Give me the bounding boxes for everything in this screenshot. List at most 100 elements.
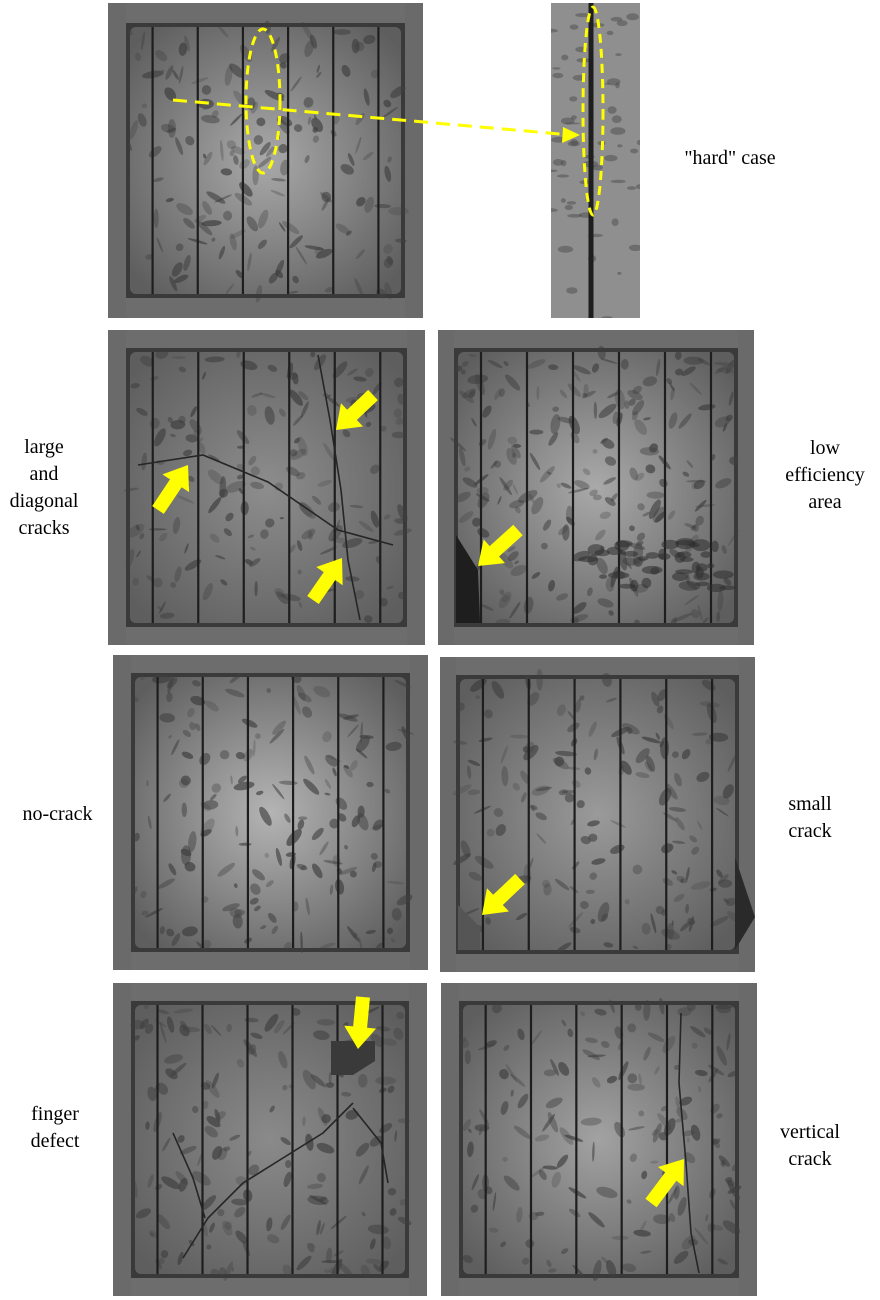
grain-spot [304,755,315,775]
grain-spot [396,1011,405,1020]
grain-spot [202,583,213,601]
grain-spot [716,1045,727,1066]
grain-spot [710,916,729,927]
grain-spot [272,783,285,800]
grain-spot [307,530,313,540]
zoom-surface [551,3,640,318]
grain-spot [384,165,392,182]
grain-spot [604,82,610,85]
grain-spot [610,820,627,828]
grain-spot [510,564,527,577]
grain-spot [675,1096,680,1109]
grain-spot [316,1018,335,1026]
grain-spot [217,862,236,877]
grain-spot [495,824,506,836]
el-image-hard-case-full [108,3,423,318]
grain-spot [588,721,597,737]
grain-spot [143,1002,149,1010]
grain-spot [223,528,232,537]
grain-spot [497,496,502,505]
grain-spot [170,433,176,438]
grain-spot [280,593,301,602]
yellow-arrow [645,1158,684,1208]
grain-spot [637,503,645,511]
grain-spot [652,1123,662,1143]
grain-spot [499,477,512,496]
grain-spot [300,401,309,418]
grain-spot [258,156,272,168]
dashed-ellipse [581,5,605,217]
grain-spot [255,284,263,303]
grain-spot [467,759,481,767]
grain-spot [226,1023,232,1033]
grain-spot [215,1111,226,1120]
grain-spot [556,483,561,488]
grain-spot [610,179,626,184]
grain-spot [397,1216,412,1226]
neighbour-strip [113,655,428,673]
grain-spot [211,237,216,242]
grain-spot [337,813,347,822]
neighbour-strip [440,657,456,972]
grain-spot [163,793,171,802]
grain-spot [141,910,149,916]
grain-spot [175,137,184,156]
grain-spot [252,739,256,757]
grain-spot [289,389,303,406]
grain-spot [235,751,245,760]
low-efficiency-spot [677,551,692,558]
grain-spot [528,493,535,503]
grain-spot [326,1247,333,1263]
grain-spot [507,551,519,562]
grain-spot [148,528,167,531]
grain-spot [546,471,552,475]
grain-spot [450,437,467,452]
grain-spot [589,872,597,880]
grain-spot [722,1220,741,1235]
grain-spot [668,1213,676,1223]
neighbour-strip [438,330,454,645]
grain-spot [258,209,269,229]
grain-spot [718,879,733,888]
cell-image-hard-full [108,3,423,318]
grain-spot [140,31,146,51]
grain-spot [222,903,240,912]
grain-spot [539,466,555,483]
grain-spot [187,475,195,483]
grain-spot [558,526,568,536]
grain-spot [178,366,187,373]
grain-spot [360,1264,370,1278]
grain-spot [536,386,540,400]
grain-spot [165,197,174,203]
grain-spot [159,601,166,614]
neighbour-strip [113,983,427,1001]
crack-line [182,1102,354,1259]
grain-spot [271,37,280,52]
grain-spot [470,1204,479,1213]
grain-spot [460,1039,470,1048]
grain-spot [192,680,201,687]
grain-spot [503,1175,520,1191]
grain-spot [165,1068,178,1080]
grain-spot [696,771,710,782]
grain-spot [350,760,358,771]
grain-spot [178,415,186,424]
grain-spot [686,460,694,468]
grain-spot [714,416,731,428]
grain-spot [383,514,391,520]
grain-spot [383,243,393,255]
label-line: area [808,491,842,513]
grain-spot [564,1134,584,1142]
grain-spot [467,374,489,384]
grain-spot [511,444,521,459]
grain-spot [557,245,574,253]
label-no-crack: no-crack [22,803,93,825]
grain-spot [231,1198,248,1206]
grain-spot [487,359,503,369]
el-image-vertical-crack [441,983,757,1296]
grain-spot [339,1263,354,1278]
grain-spot [140,890,147,899]
finger-defect-region [331,1041,375,1075]
grain-spot [225,512,234,522]
yellow-arrow [152,464,190,514]
